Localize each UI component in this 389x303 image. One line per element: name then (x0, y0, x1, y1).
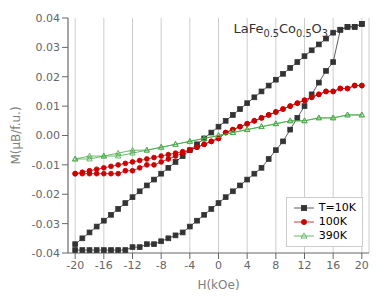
svg-text:-0.02: -0.02 (32, 188, 60, 201)
svg-text:4: 4 (244, 259, 251, 272)
svg-text:16: 16 (326, 259, 340, 272)
svg-text:-4: -4 (184, 259, 195, 272)
svg-text:0.02: 0.02 (36, 71, 61, 84)
svg-text:-16: -16 (95, 259, 113, 272)
html-text:100K: 100K (318, 215, 348, 228)
html-text:390K: 390K (318, 229, 348, 242)
html-text:T=10K: T=10K (318, 201, 356, 214)
svg-text:-0.01: -0.01 (32, 159, 60, 172)
svg-text:0: 0 (215, 259, 222, 272)
html-text:LaFe0.5Co0.5O3: LaFe0.5Co0.5O3 (233, 21, 328, 39)
svg-text:0.01: 0.01 (36, 100, 61, 113)
svg-text:8: 8 (272, 259, 279, 272)
svg-text:-0.03: -0.03 (32, 218, 60, 231)
svg-text:-8: -8 (156, 259, 167, 272)
svg-text:-0.04: -0.04 (32, 247, 60, 260)
svg-text:0.03: 0.03 (36, 41, 61, 54)
svg-text:-12: -12 (124, 259, 142, 272)
svg-text:20: 20 (355, 259, 369, 272)
svg-text:12: 12 (298, 259, 312, 272)
svg-text:0.04: 0.04 (36, 12, 61, 25)
svg-text:M(μB/f.u.): M(μB/f.u.) (9, 106, 23, 164)
svg-text:H(kOe): H(kOe) (197, 278, 239, 292)
svg-text:-20: -20 (66, 259, 84, 272)
svg-text:0.00: 0.00 (36, 129, 61, 142)
